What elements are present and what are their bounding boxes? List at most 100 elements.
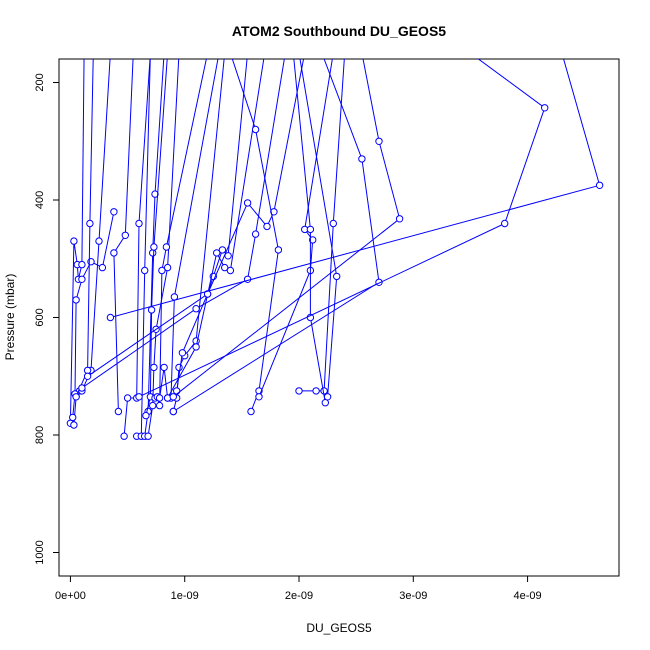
series-24: [169, 59, 404, 401]
data-point: [110, 249, 118, 257]
x-tick-label: 4e-09: [514, 590, 542, 602]
data-point: [78, 384, 86, 392]
series-line: [299, 59, 338, 397]
data-point: [144, 432, 152, 440]
data-point: [158, 266, 166, 275]
x-tick-label: 1e-09: [171, 590, 199, 602]
series-line: [167, 59, 265, 399]
data-point: [70, 421, 78, 429]
data-point: [213, 249, 221, 257]
x-axis: 0e+00 1e-09 2e-09 3e-09 4e-09: [55, 576, 542, 602]
x-axis-label: DU_GEOS5: [306, 621, 372, 635]
data-point: [123, 394, 132, 402]
data-point: [163, 263, 172, 272]
data-point: [155, 394, 164, 402]
data-point: [69, 413, 77, 422]
data-point: [218, 246, 227, 254]
data-point: [147, 306, 156, 314]
data-point: [333, 272, 341, 281]
data-point: [274, 246, 283, 254]
series-line: [172, 59, 401, 398]
data-point: [255, 393, 263, 401]
data-point: [358, 155, 366, 163]
data-point: [149, 249, 157, 257]
data-point: [72, 393, 80, 401]
series-16: [78, 59, 285, 392]
data-point: [151, 190, 159, 198]
data-point: [83, 372, 92, 380]
series-line: [110, 59, 601, 318]
data-point: [395, 215, 404, 223]
data-point: [155, 401, 164, 410]
data-point: [121, 231, 130, 240]
series-12: [155, 59, 219, 402]
data-point: [169, 393, 178, 401]
series-line: [159, 59, 219, 399]
data-point: [312, 387, 320, 395]
series-line: [123, 59, 151, 437]
y-axis-label: Pressure (mbar): [3, 274, 17, 361]
data-point: [78, 275, 86, 283]
data-point: [169, 407, 178, 416]
data-point: [141, 266, 149, 275]
data-point: [309, 236, 317, 244]
data-point: [263, 222, 271, 231]
series-20: [295, 59, 345, 395]
y-tick-label: 1000: [34, 540, 46, 564]
y-tick-label: 800: [34, 426, 46, 444]
data-point: [247, 407, 255, 416]
series-22: [299, 59, 341, 401]
data-point: [173, 387, 181, 395]
y-tick-label: 400: [34, 191, 46, 209]
data-point: [149, 401, 157, 410]
x-tick-label: 0e+00: [55, 590, 86, 602]
data-point: [150, 363, 158, 372]
data-point: [192, 305, 200, 313]
data-point: [106, 313, 115, 322]
y-tick-label: 600: [34, 308, 46, 326]
data-point: [114, 407, 123, 416]
data-point: [251, 230, 260, 238]
series-15: [163, 59, 265, 402]
data-point: [192, 343, 200, 351]
data-point: [178, 349, 187, 357]
series-line: [75, 59, 94, 397]
data-point: [375, 137, 383, 146]
data-point: [501, 219, 509, 228]
data-point: [95, 237, 103, 245]
series-26: [106, 59, 604, 322]
series-line: [176, 59, 248, 391]
data-point: [160, 363, 168, 372]
data-point: [226, 266, 235, 275]
chart-title: ATOM2 Southbound DU_GEOS5: [232, 23, 446, 39]
data-point: [323, 393, 332, 401]
series-7: [133, 59, 151, 440]
data-point: [87, 258, 95, 266]
series-14: [173, 59, 248, 395]
series-line: [173, 59, 380, 412]
series-4: [72, 59, 94, 401]
data-point: [86, 219, 94, 228]
series-17: [83, 59, 305, 380]
y-tick-label: 200: [34, 73, 46, 91]
data-point: [221, 263, 229, 272]
x-tick-label: 3e-09: [399, 590, 427, 602]
data-point: [110, 208, 118, 216]
series-6: [120, 59, 151, 440]
y-axis: 200 400 600 800 1000: [34, 73, 59, 565]
data-point: [72, 296, 80, 304]
series-5: [110, 59, 134, 416]
data-point: [142, 411, 150, 420]
data-point: [120, 432, 128, 440]
data-point: [175, 363, 183, 372]
data-point: [243, 199, 252, 207]
data-point: [295, 387, 303, 395]
data-point: [251, 125, 260, 134]
series-line: [172, 59, 225, 412]
series-layer: [66, 59, 604, 440]
series-9: [142, 59, 168, 420]
series-25: [135, 59, 549, 401]
data-point: [162, 243, 171, 251]
data-point: [70, 237, 78, 245]
